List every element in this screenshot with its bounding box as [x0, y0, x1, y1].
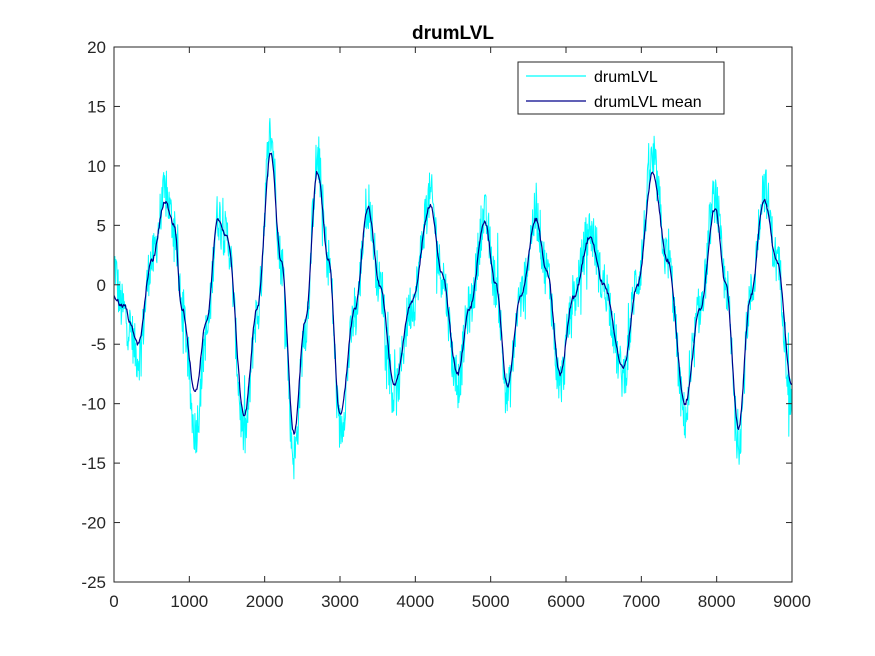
x-tick-label: 8000	[698, 592, 736, 611]
x-tick-label: 9000	[773, 592, 811, 611]
x-tick-label: 1000	[170, 592, 208, 611]
chart-title: drumLVL	[412, 23, 494, 44]
y-tick-label: 10	[87, 157, 106, 176]
legend-box	[517, 61, 725, 115]
x-tick-label: 0	[109, 592, 118, 611]
y-tick-label: 20	[87, 38, 106, 57]
y-tick-label: -15	[81, 454, 106, 473]
y-tick-label: -25	[81, 573, 106, 592]
series-line-raw	[113, 118, 793, 480]
y-tick-label: 5	[97, 216, 106, 235]
legend-label: drumLVL mean	[594, 94, 702, 111]
y-tick-label: 0	[97, 276, 106, 295]
x-tick-label: 6000	[547, 592, 585, 611]
series-layer	[113, 118, 793, 480]
x-tick-label: 4000	[396, 592, 434, 611]
x-tick-label: 2000	[246, 592, 284, 611]
y-tick-label: 15	[87, 97, 106, 116]
plot-frame	[113, 46, 793, 583]
legend: drumLVL drumLVL mean	[517, 61, 725, 115]
y-tick-label: -5	[91, 335, 106, 354]
ticks-layer: 0 1000 2000 3000 4000 5000 6000 7000 8000 9000 -25…	[81, 38, 810, 611]
y-tick-label: -20	[81, 514, 106, 533]
x-tick-label: 7000	[622, 592, 660, 611]
series-line-mean	[113, 152, 793, 435]
legend-label: drumLVL	[594, 69, 658, 86]
y-tick-label: -10	[81, 395, 106, 414]
x-tick-label: 3000	[321, 592, 359, 611]
x-tick-label: 5000	[472, 592, 510, 611]
